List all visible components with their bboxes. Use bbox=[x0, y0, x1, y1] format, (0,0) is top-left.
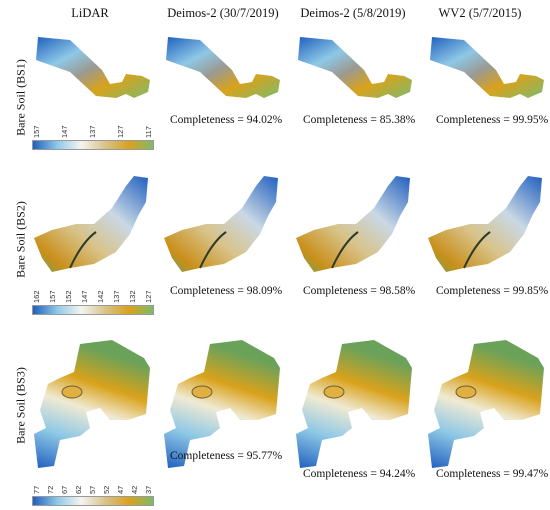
colorbar-tick-label: 157 bbox=[48, 290, 57, 303]
colorbar-bs2 bbox=[32, 305, 154, 315]
map-bs1-deimos-b bbox=[298, 37, 412, 98]
completeness-bs3-deimos-b: Completeness = 94.24% bbox=[303, 468, 416, 480]
completeness-bs2-deimos-a: Completeness = 98.09% bbox=[170, 285, 283, 297]
completeness-bs1-wv2: Completeness = 99.95% bbox=[436, 114, 549, 126]
colorbar-tick-label: 162 bbox=[32, 290, 41, 303]
colorbar-tick-label: 57 bbox=[88, 485, 97, 494]
colorbar-tick-label: 137 bbox=[88, 125, 97, 138]
colorbar-tick-label: 67 bbox=[60, 485, 69, 494]
map-bs3-wv2 bbox=[428, 340, 544, 468]
column-header-deimos2-a: Deimos-2 (30/7/2019) bbox=[167, 6, 279, 20]
colorbar-tick-label: 62 bbox=[74, 485, 83, 494]
map-bs3-deimos-b bbox=[296, 340, 412, 468]
colorbar-tick-label: 77 bbox=[32, 485, 41, 494]
completeness-bs1-deimos-b: Completeness = 85.38% bbox=[303, 114, 416, 126]
completeness-bs3-deimos-a: Completeness = 95.77% bbox=[170, 450, 283, 462]
colorbar-tick-label: 127 bbox=[116, 125, 125, 138]
completeness-bs1-deimos-a: Completeness = 94.02% bbox=[170, 114, 283, 126]
colorbar-tick-label: 117 bbox=[144, 126, 153, 138]
map-bs2-lidar bbox=[34, 176, 148, 272]
colorbar-tick-label: 142 bbox=[96, 290, 105, 303]
colorbar-tick-label: 147 bbox=[80, 290, 89, 303]
map-bs3-lidar bbox=[34, 340, 150, 468]
colorbar-tick-label: 147 bbox=[60, 125, 69, 138]
colorbar-tick-label: 152 bbox=[64, 290, 73, 303]
row-header-bs3: Bare Soil (BS3) bbox=[13, 367, 28, 444]
completeness-bs2-wv2: Completeness = 99.85% bbox=[436, 285, 549, 297]
map-bs2-wv2 bbox=[428, 176, 542, 272]
row-header-bs1: Bare Soil (BS1) bbox=[13, 59, 28, 136]
colorbar-tick-label: 72 bbox=[46, 485, 55, 494]
colorbar-bs1 bbox=[32, 140, 154, 150]
colorbar-tick-label: 47 bbox=[116, 485, 125, 494]
colorbar-bs3 bbox=[32, 496, 154, 506]
colorbar-tick-label: 37 bbox=[144, 485, 153, 494]
completeness-bs3-wv2: Completeness = 99.47% bbox=[436, 468, 549, 480]
colorbar-tick-label: 127 bbox=[144, 290, 153, 303]
map-bs3-deimos-a bbox=[164, 340, 280, 468]
column-header-wv2: WV2 (5/7/2015) bbox=[438, 6, 522, 20]
colorbar-tick-label: 132 bbox=[128, 290, 137, 303]
map-bs1-wv2 bbox=[430, 37, 544, 98]
column-header-deimos2-b: Deimos-2 (5/8/2019) bbox=[300, 6, 406, 20]
map-bs2-deimos-a bbox=[164, 176, 278, 272]
colorbar-tick-label: 157 bbox=[32, 125, 41, 138]
map-bs1-lidar bbox=[36, 37, 150, 98]
row-header-bs2: Bare Soil (BS2) bbox=[13, 201, 28, 278]
completeness-bs2-deimos-b: Completeness = 98.58% bbox=[303, 285, 416, 297]
map-bs2-deimos-b bbox=[296, 176, 410, 272]
map-bs1-deimos-a bbox=[166, 37, 280, 98]
colorbar-tick-label: 137 bbox=[112, 290, 121, 303]
colorbar-tick-label: 42 bbox=[130, 485, 139, 494]
colorbar-tick-label: 52 bbox=[102, 485, 111, 494]
column-header-lidar: LiDAR bbox=[71, 6, 109, 20]
